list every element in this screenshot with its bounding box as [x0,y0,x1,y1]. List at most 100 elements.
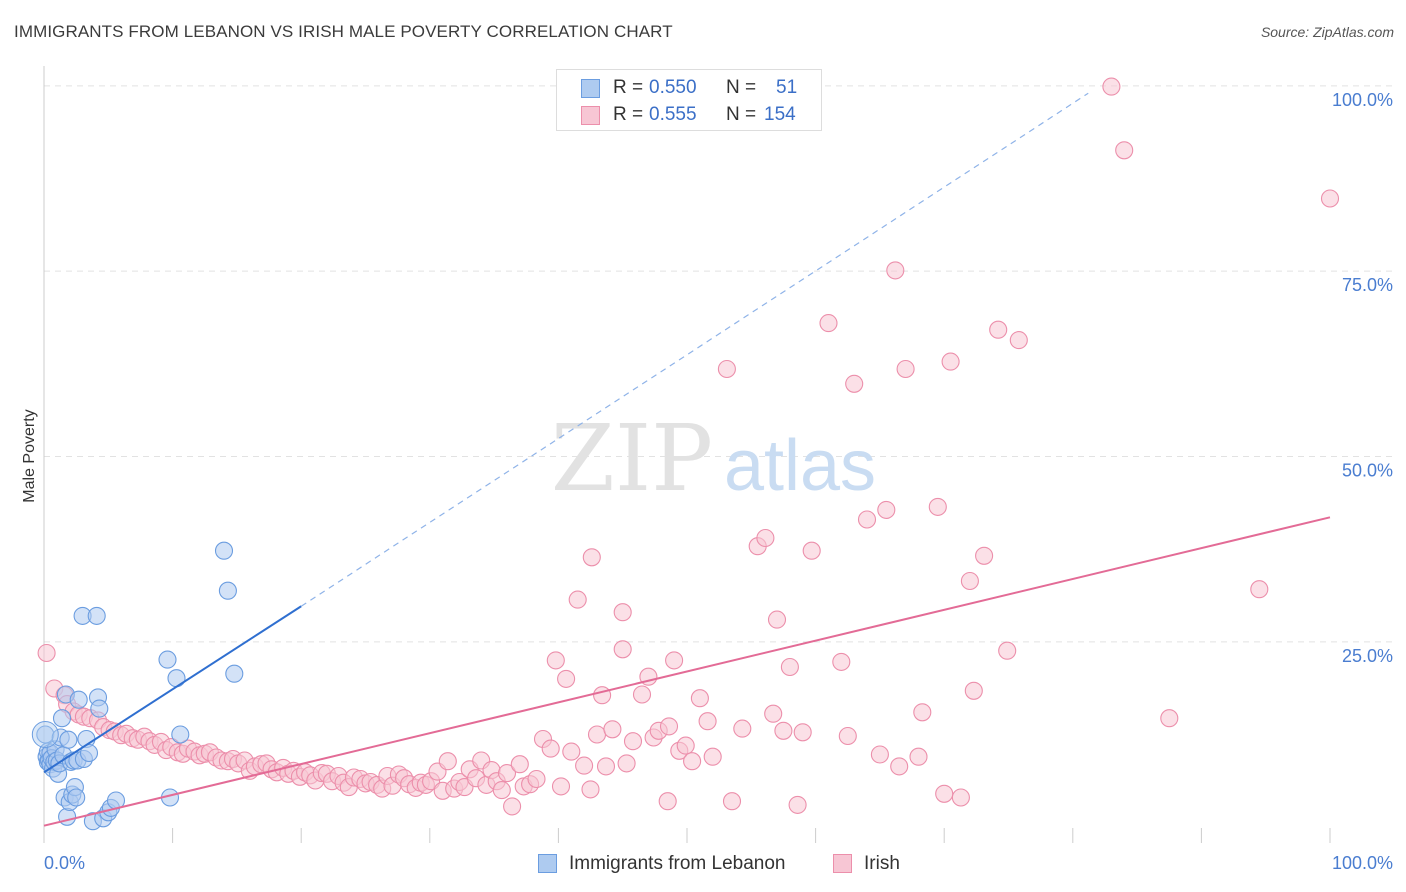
trend-line-lebanon-extension [300,92,1089,607]
data-point [587,725,607,744]
data-point [913,703,932,722]
data-point [546,651,565,670]
data-point [593,686,612,705]
data-point [167,669,186,688]
y-axis-label: Male Poverty [21,409,38,502]
data-point [658,792,677,811]
data-point [676,736,695,755]
data-point [562,742,581,761]
data-point [1250,580,1269,599]
data-point [551,777,571,796]
data-point [877,500,896,519]
data-point [941,352,960,371]
data-point [58,807,77,826]
data-point [225,664,244,683]
data-point [819,314,838,333]
data-point [438,752,457,771]
data-point [832,652,851,671]
data-point [722,792,742,811]
chart-title: IMMIGRANTS FROM LEBANON VS IRISH MALE PO… [14,22,673,41]
data-point [492,781,511,800]
data-point [214,541,234,560]
data-point [1160,709,1179,728]
n-label: N = [726,77,757,98]
n-value: 154 [764,104,796,125]
data-point [527,769,546,789]
data-point [59,730,78,749]
data-point [717,359,736,379]
data-point [603,720,622,739]
data-point [557,669,576,688]
data-point [541,739,560,758]
legend-swatch-lebanon [581,79,600,98]
data-point [37,643,56,663]
data-point [218,581,237,600]
data-point [870,745,889,764]
data-point [575,756,594,775]
data-point [617,754,636,773]
x-tick-labels: 0.0% 100.0% [44,853,1393,873]
data-point [1115,141,1134,160]
data-point [503,797,522,816]
x-tick-label: 100.0% [1332,853,1393,873]
legend-swatch-lebanon [538,854,557,873]
data-point [659,717,679,736]
data-point [764,704,783,723]
watermark-atlas: atlas [724,426,876,506]
irish-points [37,77,1340,816]
legend-label-lebanon: Immigrants from Lebanon [569,853,786,874]
data-point [87,606,106,625]
data-point [793,723,812,742]
trend-line-irish [43,516,1331,827]
data-point [960,571,979,591]
data-point [1320,189,1340,208]
data-point [1102,77,1121,96]
data-point [964,681,983,700]
data-point [845,374,864,393]
axes [43,66,1331,843]
data-point [665,651,684,670]
chart-source: Source: ZipAtlas.com [1260,24,1394,40]
y-tick-labels: 25.0% 50.0% 75.0% 100.0% [1332,90,1393,666]
r-label: R = [613,77,644,98]
data-point [613,640,632,659]
data-point [756,528,775,548]
y-tick-label: 75.0% [1342,275,1393,295]
data-point [780,657,799,677]
n-value: 51 [776,77,798,98]
data-point [568,590,587,609]
data-point [582,548,601,567]
data-point [733,719,752,738]
stat-legend: R = 0.550 N = 51 R = 0.555 N = 154 [556,69,822,131]
data-point [703,747,722,766]
data-point [69,690,88,709]
y-tick-label: 100.0% [1332,90,1393,110]
data-point [683,752,702,771]
data-point [171,725,190,744]
data-point [698,712,717,731]
r-value: 0.555 [649,104,697,125]
grid-lines [44,85,1392,643]
data-point [802,541,821,560]
legend-swatch-irish [581,106,600,125]
data-point [79,743,99,763]
data-point [581,780,600,799]
data-point [90,699,109,718]
data-point [890,757,909,776]
data-point [158,650,177,669]
data-point [31,721,59,748]
data-point [989,320,1008,339]
legend-label-irish: Irish [864,853,900,874]
watermark-zip: ZIP [551,405,713,512]
data-point [998,641,1017,660]
data-point [690,689,709,708]
data-point [67,788,86,807]
trend-line-lebanon [43,605,302,774]
data-point [857,510,877,529]
data-point [613,603,632,622]
data-point [788,795,807,814]
data-point [935,784,954,803]
data-point [767,610,787,629]
trend-lines [43,92,1331,827]
